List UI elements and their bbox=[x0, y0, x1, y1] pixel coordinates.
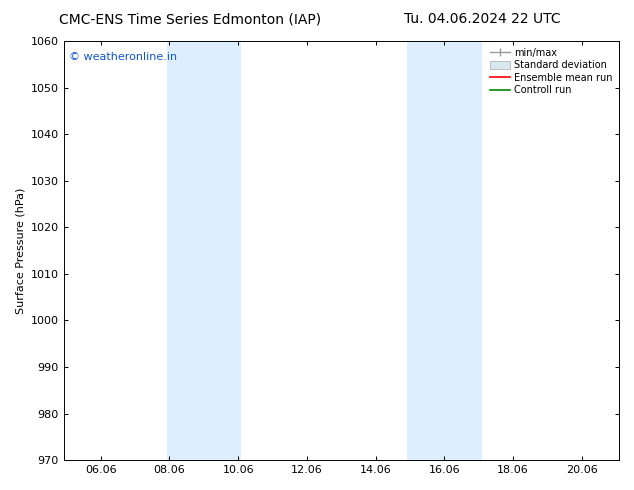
Text: © weatheronline.in: © weatheronline.in bbox=[69, 51, 178, 62]
Bar bbox=[167, 41, 241, 460]
Text: Tu. 04.06.2024 22 UTC: Tu. 04.06.2024 22 UTC bbox=[403, 12, 560, 26]
Text: CMC-ENS Time Series Edmonton (IAP): CMC-ENS Time Series Edmonton (IAP) bbox=[59, 12, 321, 26]
Y-axis label: Surface Pressure (hPa): Surface Pressure (hPa) bbox=[15, 187, 25, 314]
Legend: min/max, Standard deviation, Ensemble mean run, Controll run: min/max, Standard deviation, Ensemble me… bbox=[488, 46, 614, 97]
Bar bbox=[407, 41, 482, 460]
